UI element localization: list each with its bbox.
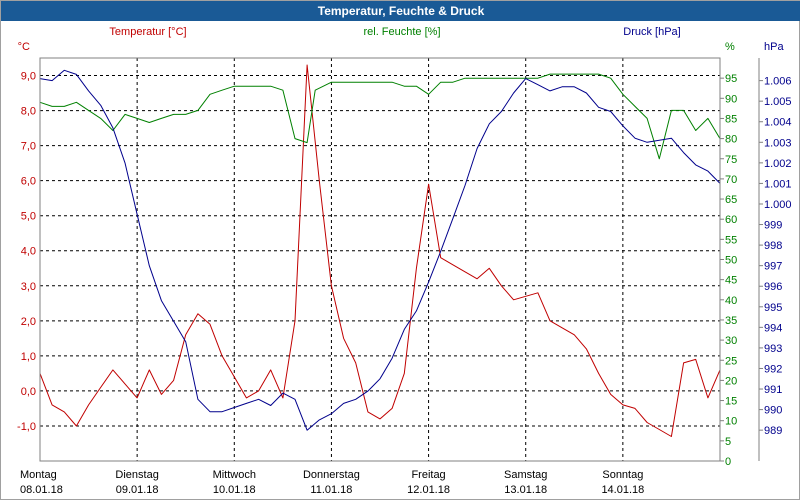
x-tick-day: Samstag bbox=[504, 469, 547, 481]
temperature-series-label: Temperatur [°C] bbox=[109, 26, 186, 38]
humidity-tick-label: 85 bbox=[725, 113, 737, 125]
temperature-tick-label: 9,0 bbox=[21, 71, 36, 83]
x-tick-date: 12.01.18 bbox=[407, 484, 450, 496]
humidity-series-line bbox=[39, 73, 721, 160]
pressure-tick-label: 993 bbox=[764, 343, 782, 355]
x-tick-day: Mittwoch bbox=[213, 469, 256, 481]
pressure-tick-label: 1.005 bbox=[764, 96, 792, 108]
humidity-tick-label: 40 bbox=[725, 295, 737, 307]
pressure-series-label: Druck [hPa] bbox=[623, 26, 680, 38]
pressure-tick-label: 989 bbox=[764, 425, 782, 437]
humidity-tick-label: 45 bbox=[725, 275, 737, 287]
x-tick-day: Freitag bbox=[411, 469, 445, 481]
x-tick-day: Donnerstag bbox=[303, 469, 360, 481]
humidity-tick-label: 80 bbox=[725, 134, 737, 146]
x-tick-day: Sonntag bbox=[602, 469, 643, 481]
x-tick-date: 10.01.18 bbox=[213, 484, 256, 496]
pressure-tick-label: 1.006 bbox=[764, 76, 792, 88]
humidity-tick-label: 10 bbox=[725, 416, 737, 428]
pressure-unit-label: hPa bbox=[764, 41, 784, 53]
plot-area bbox=[40, 58, 720, 461]
humidity-tick-label: 90 bbox=[725, 93, 737, 105]
pressure-tick-label: 991 bbox=[764, 384, 782, 396]
pressure-tick-label: 1.001 bbox=[764, 178, 792, 190]
pressure-tick-label: 997 bbox=[764, 261, 782, 273]
humidity-tick-label: 55 bbox=[725, 234, 737, 246]
temperature-tick-label: 6,0 bbox=[21, 176, 36, 188]
humidity-tick-label: 65 bbox=[725, 194, 737, 206]
humidity-tick-label: 35 bbox=[725, 315, 737, 327]
tick-labels: 9,0 8,0 7,0 6,0 5,0 4,0 3,0 2,0 1,0 0,0 -1,0 Montag… bbox=[17, 71, 792, 496]
humidity-tick-label: 25 bbox=[725, 355, 737, 367]
pressure-tick-label: 1.003 bbox=[764, 137, 792, 149]
pressure-tick-label: 1.002 bbox=[764, 158, 792, 170]
pressure-tick-label: 992 bbox=[764, 363, 782, 375]
temperature-tick-label: 0,0 bbox=[21, 386, 36, 398]
pressure-tick-label: 994 bbox=[764, 322, 782, 334]
humidity-tick-label: 70 bbox=[725, 174, 737, 186]
temperature-tick-label: 4,0 bbox=[21, 246, 36, 258]
temperature-tick-label: 1,0 bbox=[21, 351, 36, 363]
series-layer bbox=[39, 64, 721, 437]
temperature-series-line bbox=[39, 64, 721, 437]
pressure-tick-label: 990 bbox=[764, 405, 782, 417]
pressure-tick-label: 998 bbox=[764, 240, 782, 252]
humidity-tick-label: 15 bbox=[725, 396, 737, 408]
x-tick-day: Dienstag bbox=[115, 469, 158, 481]
temperature-tick-label: 7,0 bbox=[21, 141, 36, 153]
x-tick-date: 13.01.18 bbox=[504, 484, 547, 496]
x-tick-date: 08.01.18 bbox=[20, 484, 63, 496]
x-tick-date: 14.01.18 bbox=[601, 484, 644, 496]
x-tick-date: 11.01.18 bbox=[310, 484, 352, 496]
temperature-tick-label: 5,0 bbox=[21, 211, 36, 223]
humidity-series-label: rel. Feuchte [%] bbox=[363, 26, 440, 38]
x-tick-day: Montag bbox=[20, 469, 57, 481]
temperature-tick-label: -1,0 bbox=[17, 421, 36, 433]
humidity-tick-label: 20 bbox=[725, 375, 737, 387]
humidity-tick-label: 75 bbox=[725, 154, 737, 166]
humidity-tick-label: 95 bbox=[725, 73, 737, 85]
humidity-tick-label: 30 bbox=[725, 335, 737, 347]
humidity-unit-label: % bbox=[725, 41, 735, 53]
x-tick-date: 09.01.18 bbox=[116, 484, 159, 496]
temperature-unit-label: °C bbox=[18, 41, 30, 53]
pressure-tick-label: 999 bbox=[764, 220, 782, 232]
pressure-series-line bbox=[39, 69, 721, 431]
chart-title: Temperatur, Feuchte & Druck bbox=[1, 1, 800, 21]
pressure-tick-label: 996 bbox=[764, 281, 782, 293]
humidity-tick-label: 0 bbox=[725, 456, 731, 468]
humidity-tick-label: 60 bbox=[725, 214, 737, 226]
pressure-tick-label: 1.000 bbox=[764, 199, 792, 211]
temperature-tick-label: 3,0 bbox=[21, 281, 36, 293]
pressure-tick-label: 1.004 bbox=[764, 117, 792, 129]
humidity-tick-label: 5 bbox=[725, 436, 731, 448]
temperature-tick-label: 8,0 bbox=[21, 106, 36, 118]
pressure-tick-label: 995 bbox=[764, 302, 782, 314]
temperature-tick-label: 2,0 bbox=[21, 316, 36, 328]
humidity-tick-label: 50 bbox=[725, 255, 737, 267]
